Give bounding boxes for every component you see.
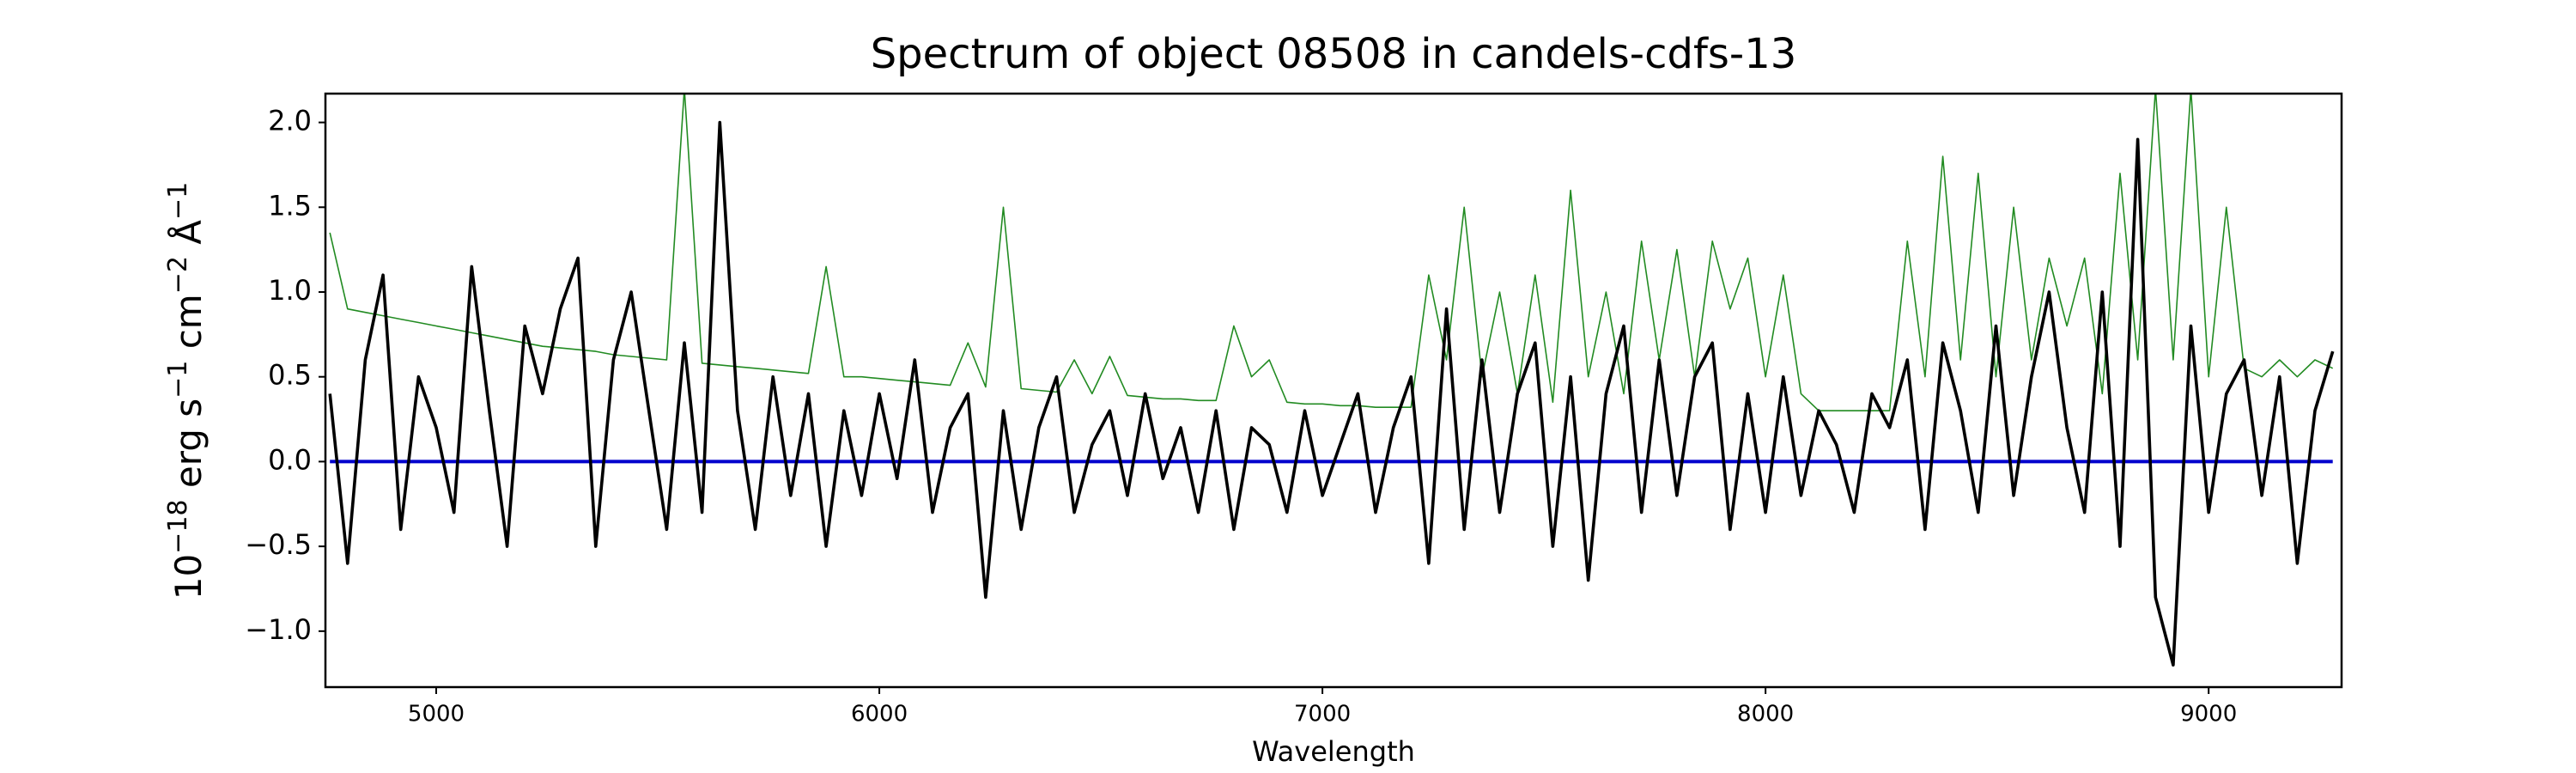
x-tick-label: 9000 bbox=[2180, 702, 2237, 727]
plot-area bbox=[328, 94, 2335, 667]
y-tick-label: 2.0 bbox=[268, 105, 312, 137]
x-tick-label: 8000 bbox=[1737, 702, 1794, 727]
spectrum-line bbox=[328, 120, 2335, 667]
y-label-superscript: −2 bbox=[163, 256, 193, 294]
y-tick-label: 0.5 bbox=[268, 359, 312, 392]
plot-frame bbox=[324, 92, 2343, 689]
y-axis-label: 10−18 erg s−1 cm−2 Å−1 bbox=[163, 182, 210, 600]
y-tick-label: −1.0 bbox=[245, 613, 312, 646]
spectrum-line bbox=[329, 94, 2334, 411]
x-tick-label: 5000 bbox=[408, 702, 465, 727]
y-label-part: erg s bbox=[167, 399, 210, 500]
y-label-superscript: −18 bbox=[163, 500, 193, 554]
x-tick-label: 6000 bbox=[851, 702, 908, 727]
x-axis-label: Wavelength bbox=[1252, 735, 1415, 768]
y-tick-label: 1.5 bbox=[268, 189, 312, 222]
y-label-part: 10 bbox=[167, 554, 210, 600]
y-tick-label: −0.5 bbox=[245, 528, 312, 561]
y-label-part: Å bbox=[167, 220, 210, 256]
y-tick-label: 1.0 bbox=[268, 274, 312, 307]
x-tick-label: 7000 bbox=[1294, 702, 1351, 727]
chart-title: Spectrum of object 08508 in candels-cdfs… bbox=[871, 30, 1797, 78]
y-label-superscript: −1 bbox=[163, 361, 193, 399]
y-label-superscript: −1 bbox=[163, 182, 193, 220]
y-tick-label: 0.0 bbox=[268, 443, 312, 476]
y-label-part: cm bbox=[167, 294, 210, 360]
